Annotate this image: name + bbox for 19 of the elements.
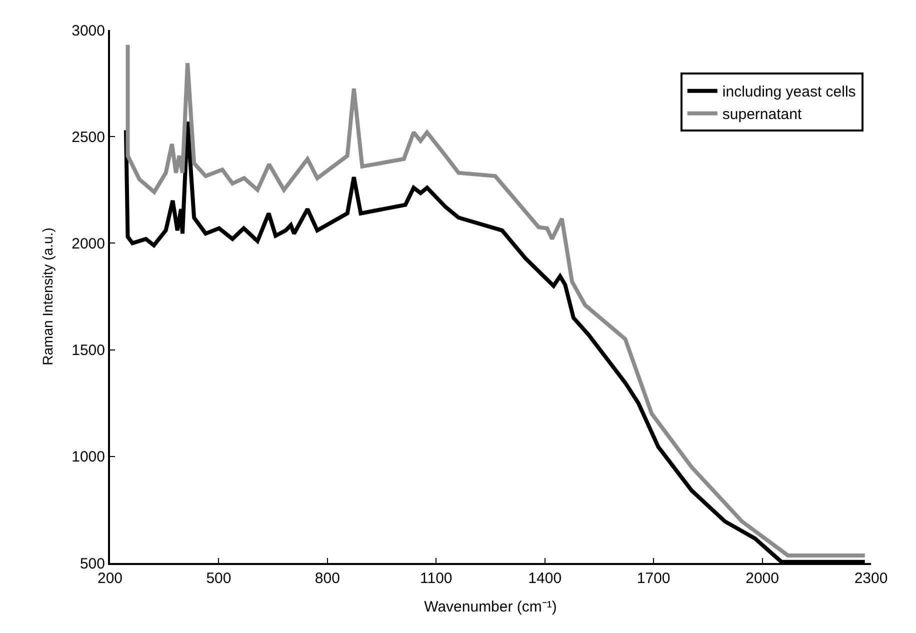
y-axis-title: Raman Intensity (a.u.) xyxy=(40,228,56,366)
y-tick-label: 1000 xyxy=(72,448,105,466)
legend-label: including yeast cells xyxy=(722,84,856,101)
x-axis-title: Wavenumber (cm⁻¹) xyxy=(424,598,557,616)
x-tick-label: 1100 xyxy=(420,570,452,587)
x-tick-label: 500 xyxy=(206,570,232,587)
x-tick-label: 1400 xyxy=(528,570,562,587)
y-tick-label: 3000 xyxy=(72,22,105,40)
x-tick-label: 2000 xyxy=(746,570,779,587)
y-tick-label: 2500 xyxy=(72,128,105,146)
y-tick-label: 1500 xyxy=(72,342,105,360)
y-tick-label: 2000 xyxy=(72,235,105,252)
legend-label: supernatant xyxy=(722,106,802,124)
y-tick-label: 500 xyxy=(80,555,105,572)
x-tick-label: 2300 xyxy=(854,570,888,587)
x-tick-label: 1700 xyxy=(636,570,670,587)
line-series xyxy=(126,42,867,558)
x-tick-label: 800 xyxy=(314,570,340,587)
x-tick-label: 200 xyxy=(97,570,123,587)
